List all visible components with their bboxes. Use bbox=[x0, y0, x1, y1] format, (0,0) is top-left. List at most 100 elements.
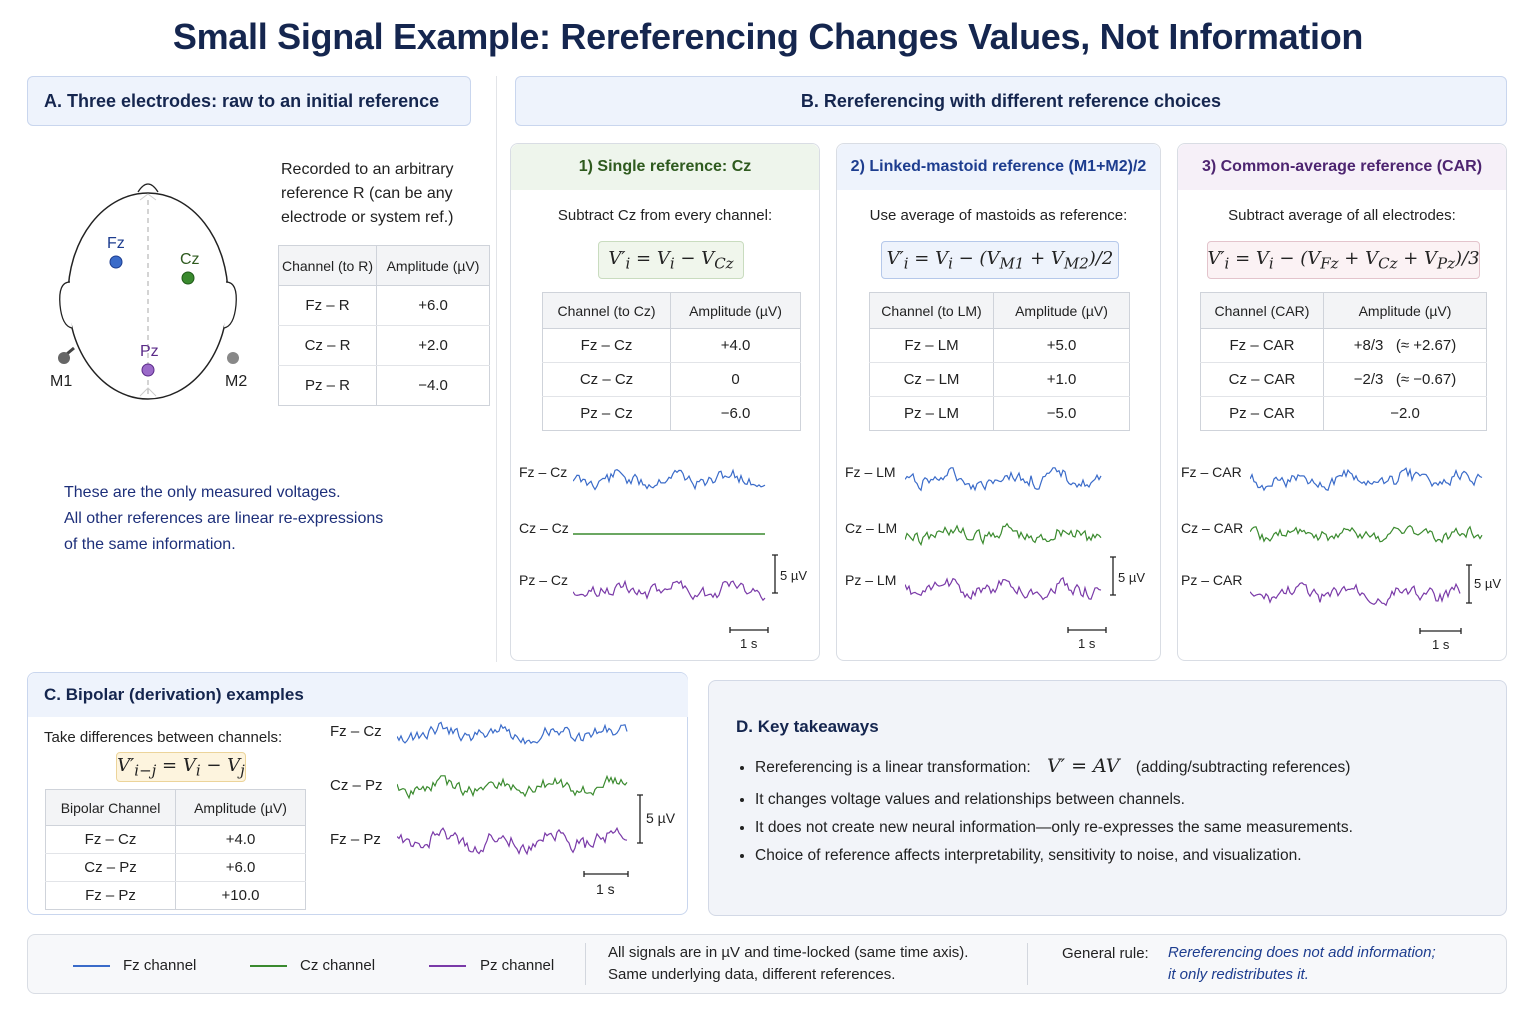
table-header: Amplitude (µV) bbox=[993, 292, 1130, 329]
table-cell: +4.0 bbox=[670, 328, 801, 363]
table-cell: Pz – LM bbox=[869, 396, 994, 431]
trace-label: Fz – Cz bbox=[330, 723, 382, 740]
recorded-note-line: reference R (can be any bbox=[281, 185, 453, 202]
formula-common-average: V′i = Vi − (VFz + VCz + VPz)/3 bbox=[1207, 241, 1480, 279]
time-scale-bar bbox=[583, 871, 629, 877]
time-scale-label: 1 s bbox=[1432, 637, 1450, 652]
fz-pz-trace bbox=[397, 826, 628, 856]
table-cell: Pz – R bbox=[278, 365, 377, 406]
formula-bipolar: V′i−j = Vi − Vj bbox=[116, 752, 246, 782]
section-c-header: C. Bipolar (derivation) examples bbox=[28, 673, 688, 717]
table-cell: −6.0 bbox=[720, 405, 751, 422]
formula-text: V′i = Vi − VCz bbox=[608, 247, 734, 273]
head-outline bbox=[59, 183, 237, 400]
table-header: Bipolar Channel bbox=[45, 789, 176, 826]
takeaways-list: Rereferencing is a linear transformation… bbox=[755, 757, 1495, 875]
table-header: Amplitude (µV) bbox=[376, 245, 490, 286]
table-row: Pz – CAR −2.0 bbox=[1200, 396, 1487, 431]
table-row: Fz – Pz +10.0 bbox=[45, 881, 306, 910]
voltage-scale-label: 5 µV bbox=[646, 810, 676, 826]
panel-note: Use average of mastoids as reference: bbox=[869, 207, 1128, 224]
formula-text: V′i = Vi − (VM1 + VM2)/2 bbox=[886, 247, 1114, 273]
table-cell: Pz – Cz bbox=[542, 396, 671, 431]
trace-label: Fz – LM bbox=[845, 464, 896, 480]
pz-trace bbox=[573, 579, 766, 602]
takeaway-item: Choice of reference affects interpretabi… bbox=[755, 847, 1495, 865]
trace-label: Cz – LM bbox=[845, 520, 898, 536]
table-header-row: Channel (to R) Amplitude (µV) bbox=[278, 245, 490, 286]
voltage-scale-label: 5 µV bbox=[780, 568, 808, 583]
table-row: Fz – Cz +4.0 bbox=[45, 825, 306, 854]
cz-trace bbox=[1250, 524, 1483, 544]
fz-cz-trace bbox=[397, 721, 628, 745]
table-header: Amplitude (µV) bbox=[175, 789, 306, 826]
formula-text: V′i = Vi − (VFz + VCz + VPz)/3 bbox=[1207, 247, 1480, 273]
table-cell: Fz – R bbox=[278, 285, 377, 326]
raw-reference-table: Channel (to R) Amplitude (µV) Fz – R +6.0… bbox=[278, 245, 490, 406]
pz-trace bbox=[905, 576, 1102, 601]
bipolar-note: Take differences between channels: bbox=[44, 729, 283, 746]
measured-voltages-note: These are the only measured voltages. Al… bbox=[64, 480, 383, 558]
fz-trace bbox=[1250, 467, 1483, 492]
note-line: All other references are linear re-expre… bbox=[64, 510, 384, 527]
cz-legend-swatch bbox=[250, 965, 287, 967]
fz-legend-label: Fz channel bbox=[123, 957, 197, 974]
trace-label: Fz – Pz bbox=[330, 831, 381, 848]
panel-common-average: 3) Common-average reference (CAR) Subtra… bbox=[1177, 143, 1507, 661]
voltage-scale-bar bbox=[1110, 556, 1116, 596]
takeaway-text: Rereferencing is a linear transformation… bbox=[755, 759, 1031, 776]
table-cell: +1.0 bbox=[993, 362, 1130, 397]
m1-electrode bbox=[58, 352, 70, 364]
trace-label: Pz – LM bbox=[845, 572, 897, 588]
table-cell: Fz – Cz bbox=[45, 825, 176, 854]
time-scale-label: 1 s bbox=[1078, 636, 1096, 651]
traces-linked-mastoid bbox=[905, 467, 1102, 601]
table-header: Channel (to R) bbox=[278, 245, 377, 286]
voltage-scale-bar bbox=[772, 554, 778, 594]
table-cell: −4.0 bbox=[418, 377, 448, 394]
formula-text: V′i−j = Vi − Vj bbox=[117, 754, 245, 780]
table-row: Fz – R +6.0 bbox=[278, 285, 490, 326]
note-line: of the same information. bbox=[64, 536, 236, 553]
section-d-panel: D. Key takeaways Rereferencing is a line… bbox=[708, 680, 1507, 916]
panel-note: Subtract average of all electrodes: bbox=[1228, 207, 1456, 224]
panel-note: Subtract Cz from every channel: bbox=[557, 207, 773, 224]
general-rule-label: General rule: bbox=[1062, 945, 1149, 962]
section-divider bbox=[496, 76, 497, 662]
table-row: Pz – LM −5.0 bbox=[869, 396, 1130, 431]
table-header: Channel (to LM) bbox=[869, 292, 994, 329]
table-cell: Cz – Pz bbox=[45, 853, 176, 882]
table-row: Pz – R −4.0 bbox=[278, 365, 490, 406]
pz-legend-label: Pz channel bbox=[480, 957, 555, 974]
formula-single-reference: V′i = Vi − VCz bbox=[598, 241, 744, 279]
table-cell: Fz – Pz bbox=[45, 881, 176, 910]
fz-legend-swatch bbox=[73, 965, 110, 967]
page-title: Small Signal Example: Rereferencing Chan… bbox=[172, 16, 1364, 57]
cz-pz-trace bbox=[397, 774, 628, 800]
table-cell: Cz – LM bbox=[869, 362, 994, 397]
table-header: Channel (to Cz) bbox=[542, 292, 671, 329]
trace-label: Fz – Cz bbox=[519, 464, 568, 480]
time-scale-bar bbox=[1067, 627, 1107, 633]
fz-trace bbox=[573, 468, 766, 491]
time-scale-bar bbox=[729, 627, 769, 633]
traces-single-reference bbox=[573, 468, 766, 602]
table-cell: Cz – Cz bbox=[542, 362, 671, 397]
table-cell: +8/3 (≈ +2.67) bbox=[1323, 328, 1487, 363]
takeaway-text: (adding/subtracting references) bbox=[1135, 759, 1351, 776]
voltage-scale-label: 5 µV bbox=[1118, 570, 1146, 585]
takeaway-formula: V′ = AV bbox=[1047, 755, 1120, 777]
table-row: Fz – LM +5.0 bbox=[869, 328, 1130, 363]
table-row: Cz – LM +1.0 bbox=[869, 362, 1130, 397]
table-row: Cz – Cz 0 bbox=[542, 362, 801, 397]
legend-divider bbox=[1027, 943, 1028, 985]
table-row: Cz – R +2.0 bbox=[278, 325, 490, 366]
trace-label: Fz – CAR bbox=[1181, 464, 1242, 480]
legend-note-line: Same underlying data, different referenc… bbox=[608, 966, 896, 983]
table-row: Fz – CAR +8/3 (≈ +2.67) bbox=[1200, 328, 1487, 363]
trace-label: Cz – Cz bbox=[519, 520, 569, 536]
cz-electrode bbox=[181, 271, 195, 285]
table-cell: +6.0 bbox=[376, 285, 490, 326]
recorded-note: Recorded to an arbitrary reference R (ca… bbox=[281, 158, 454, 230]
section-d-header: D. Key takeaways bbox=[736, 717, 879, 736]
